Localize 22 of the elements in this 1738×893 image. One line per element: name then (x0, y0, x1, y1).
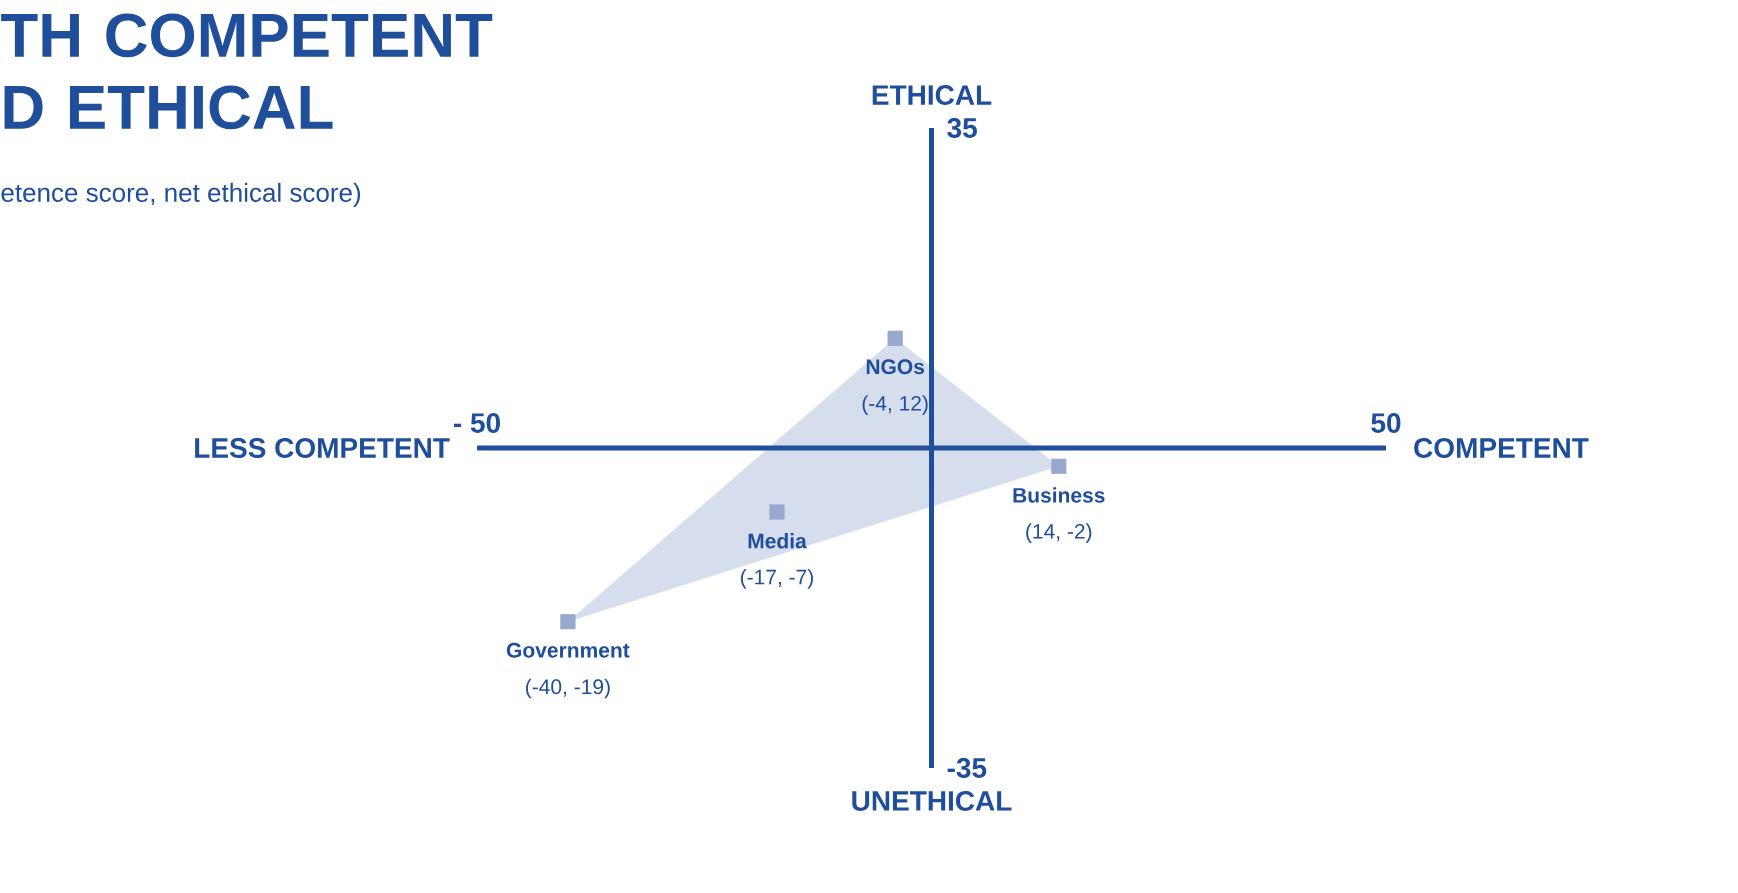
y-axis-title: ETHICAL (872, 85, 992, 105)
x-tick-label: 50 (1371, 413, 1401, 433)
annotation: Government (506, 642, 630, 658)
y-tick-label: -35 (947, 758, 987, 778)
point (887, 330, 903, 346)
chart-title: TH COMPETENT D ETHICAL (1, 13, 493, 130)
point (769, 504, 785, 520)
data-label: (-4, 12) (862, 395, 928, 415)
x-tick-label: - 50 (453, 413, 500, 433)
x-axis-title: COMPETENT (1414, 438, 1589, 458)
data-label: (14, -2) (1026, 523, 1092, 543)
annotation: Media (748, 533, 807, 549)
point (1051, 458, 1067, 474)
annotation: Business (1013, 487, 1105, 503)
annotation: NGOs (866, 359, 925, 375)
y-tick-label: 35 (947, 118, 977, 138)
text: LESS COMPETENT (195, 438, 450, 458)
data-label: (-17, -7) (740, 569, 813, 589)
text: UNETHICAL (852, 791, 1012, 811)
data-label: (-40, -19) (526, 678, 610, 699)
text: etence score, net ethical score) (1, 182, 361, 208)
point (560, 614, 576, 630)
